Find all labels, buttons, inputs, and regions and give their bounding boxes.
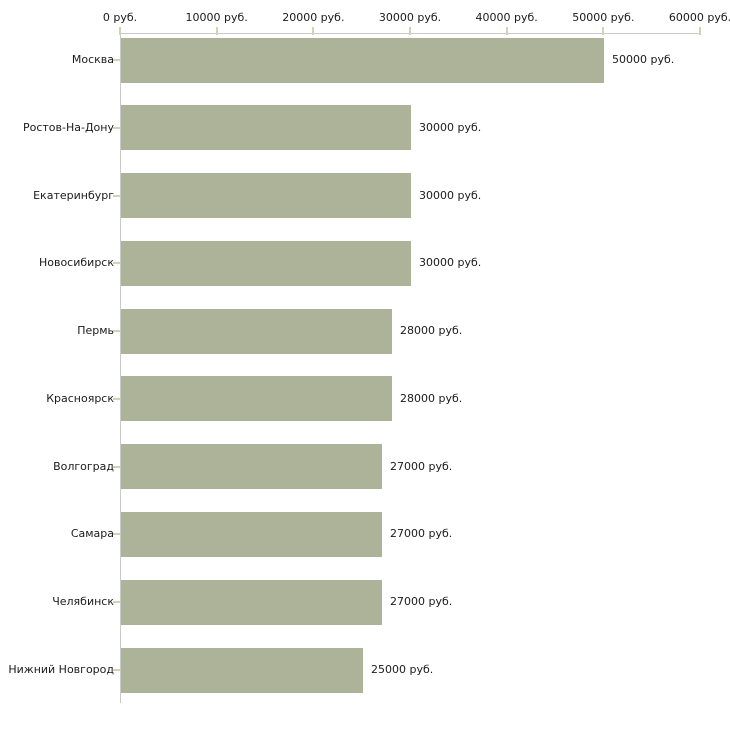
y-axis-tick-mark: [113, 59, 120, 61]
bar: [121, 580, 382, 625]
bar: [121, 376, 392, 421]
x-axis-tick-label: 20000 руб.: [282, 11, 345, 24]
y-axis-tick-mark: [113, 127, 120, 129]
bar: [121, 444, 382, 489]
y-axis-tick-mark: [113, 669, 120, 671]
y-axis-tick-mark: [113, 533, 120, 535]
category-label: Новосибирск: [38, 256, 114, 269]
x-axis-tick-mark: [602, 27, 605, 35]
value-label: 50000 руб.: [612, 53, 675, 66]
y-axis-tick-mark: [113, 398, 120, 400]
category-label: Красноярск: [46, 392, 114, 405]
x-axis-tick-label: 10000 руб.: [185, 11, 248, 24]
category-label: Самара: [70, 527, 114, 540]
x-axis-tick-mark: [312, 27, 315, 35]
value-label: 28000 руб.: [400, 324, 463, 337]
value-label: 25000 руб.: [371, 663, 434, 676]
x-axis-tick-label: 30000 руб.: [378, 11, 442, 24]
value-label: 30000 руб.: [419, 256, 482, 269]
x-axis-tick-mark: [119, 27, 121, 35]
category-label: Челябинск: [52, 595, 114, 608]
y-axis-tick-mark: [113, 195, 120, 197]
y-axis-line: [120, 33, 121, 703]
y-axis-tick-mark: [113, 262, 120, 264]
value-label: 27000 руб.: [390, 460, 453, 473]
bar: [121, 38, 604, 83]
bar: [121, 241, 411, 286]
x-axis-tick-label: 50000 руб.: [572, 11, 635, 24]
x-axis-tick-mark: [699, 27, 701, 35]
category-label: Нижний Новгород: [8, 663, 114, 676]
value-label: 30000 руб.: [419, 121, 482, 134]
bar: [121, 648, 363, 693]
x-axis-tick-mark: [409, 27, 411, 35]
x-axis-tick-label: 0 руб.: [102, 11, 138, 24]
bar: [121, 512, 382, 557]
y-axis-tick-mark: [113, 466, 120, 468]
bar: [121, 105, 411, 150]
value-label: 27000 руб.: [390, 595, 453, 608]
y-axis-tick-mark: [113, 601, 120, 603]
x-axis-tick-label: 60000 руб.: [668, 11, 730, 24]
value-label: 28000 руб.: [400, 392, 463, 405]
value-label: 27000 руб.: [390, 527, 453, 540]
bar: [121, 309, 392, 354]
y-axis-tick-mark: [113, 330, 120, 332]
x-axis-tick-mark: [505, 27, 508, 35]
value-label: 30000 руб.: [419, 189, 482, 202]
bar: [121, 173, 411, 218]
x-axis-tick-label: 40000 руб.: [475, 11, 538, 24]
category-label: Екатеринбург: [33, 189, 114, 202]
category-label: Пермь: [77, 324, 114, 337]
category-label: Волгоград: [53, 460, 114, 473]
x-axis-tick-mark: [215, 27, 218, 35]
category-label: Москва: [71, 53, 114, 66]
category-label: Ростов-На-Дону: [22, 121, 114, 134]
